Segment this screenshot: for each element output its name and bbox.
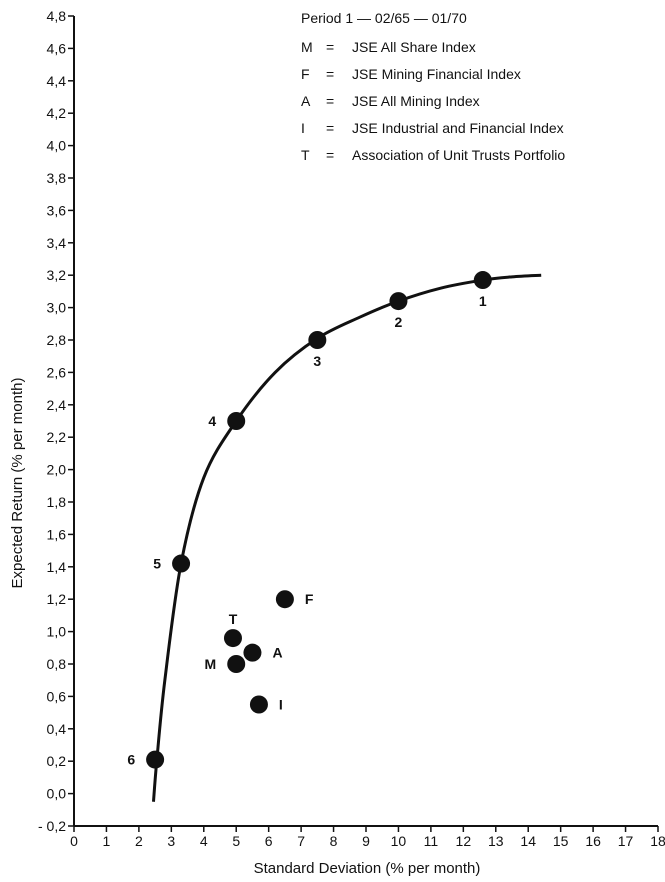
x-tick-label: 2 [135,833,143,849]
index-point-M [227,655,246,673]
x-tick-label: 11 [424,833,439,849]
legend: Period 1 — 02/65 — 01/70 M = JSE All Share… [301,10,565,163]
point-label: 6 [127,752,135,768]
y-tick-label: 4,0 [47,138,67,154]
y-tick-label: 1,8 [47,494,67,510]
frontier-point-1 [473,271,492,290]
x-tick-label: 9 [362,833,370,849]
legend-key: T [301,147,310,163]
x-tick-label: 0 [70,833,78,849]
index-point-I [249,695,268,714]
point-label: 1 [479,293,487,309]
y-tick-label: 2,8 [47,332,67,348]
x-tick-label: 17 [618,833,634,849]
frontier-point-5 [172,554,191,573]
y-tick-label: 2,4 [47,397,67,413]
index-point-A [243,643,262,662]
legend-title: Period 1 — 02/65 — 01/70 [301,10,467,26]
y-tick-label: 2,0 [47,462,67,478]
y-tick-label: 3,4 [47,235,67,251]
legend-label: Association of Unit Trusts Portfolio [352,147,565,163]
legend-key: F [301,66,310,82]
y-tick-label: 3,0 [47,300,67,316]
x-tick-label: 6 [265,833,273,849]
point-label: A [272,645,282,661]
x-tick-label: 12 [456,833,472,849]
point-label: T [229,611,238,627]
y-tick-label: 2,2 [47,429,67,445]
point-label: M [205,656,217,672]
x-tick-label: 10 [391,833,407,849]
point-label: 2 [395,314,403,330]
x-tick-label: 8 [330,833,338,849]
y-tick-label: 4,4 [47,73,67,89]
x-tick-label: 1 [103,833,111,849]
y-tick-label: 1,4 [47,559,67,575]
y-tick-label: 0,6 [47,688,67,704]
legend-label: JSE Industrial and Financial Index [352,120,564,136]
point-label: 4 [208,413,216,429]
data-points: 1 2 3 4 5 6 F T A M I [127,271,492,769]
point-label: I [279,697,283,713]
frontier-point-6 [146,750,165,769]
x-tick-label: 3 [167,833,175,849]
x-tick-label: 4 [200,833,208,849]
legend-key: I [301,120,305,136]
index-point-T [223,629,242,648]
x-tick-label: 18 [650,833,665,849]
legend-sep: = [326,93,334,109]
y-tick-label: 1,0 [47,624,67,640]
legend-label: JSE All Share Index [352,39,476,55]
y-tick-label: 1,2 [47,591,67,607]
x-tick-label: 5 [232,833,240,849]
x-tick-label: 15 [553,833,569,849]
legend-key: A [301,93,311,109]
legend-sep: = [326,147,334,163]
point-label: F [305,591,314,607]
x-tick-label: 13 [488,833,504,849]
ticks: 0 1 2 3 4 5 6 7 8 9 10 11 12 13 14 15 16 17 18- 0,20,00,20… [38,8,665,849]
y-tick-label: 4,6 [47,40,67,56]
x-axis-title: Standard Deviation (% per month) [254,860,481,877]
point-label: 5 [153,556,161,572]
legend-label: JSE Mining Financial Index [352,66,521,82]
legend-sep: = [326,39,334,55]
index-point-F [275,590,294,609]
y-tick-label: 1,6 [47,526,67,542]
x-tick-label: 14 [520,833,536,849]
legend-sep: = [326,66,334,82]
y-axis-title: Expected Return (% per month) [9,378,26,589]
point-label: 3 [313,353,321,369]
frontier-point-4 [227,412,246,430]
y-tick-label: 0,0 [47,786,67,802]
legend-sep: = [326,120,334,136]
frontier-point-3 [308,331,327,349]
y-tick-label: 3,8 [47,170,67,186]
frontier-point-2 [389,292,408,311]
y-tick-label: 0,8 [47,656,67,672]
y-tick-label: 4,2 [47,105,67,121]
x-tick-label: 16 [585,833,601,849]
y-tick-label: 4,8 [47,8,67,24]
y-tick-label: 3,2 [47,267,67,283]
y-tick-label: 3,6 [47,202,67,218]
legend-key: M [301,39,313,55]
efficient-frontier-curve [151,273,542,802]
y-tick-label: - 0,2 [38,818,66,834]
legend-label: JSE All Mining Index [352,93,480,109]
y-tick-label: 2,6 [47,364,67,380]
y-tick-label: 0,4 [47,721,67,737]
x-tick-label: 7 [297,833,305,849]
y-tick-label: 0,2 [47,753,67,769]
